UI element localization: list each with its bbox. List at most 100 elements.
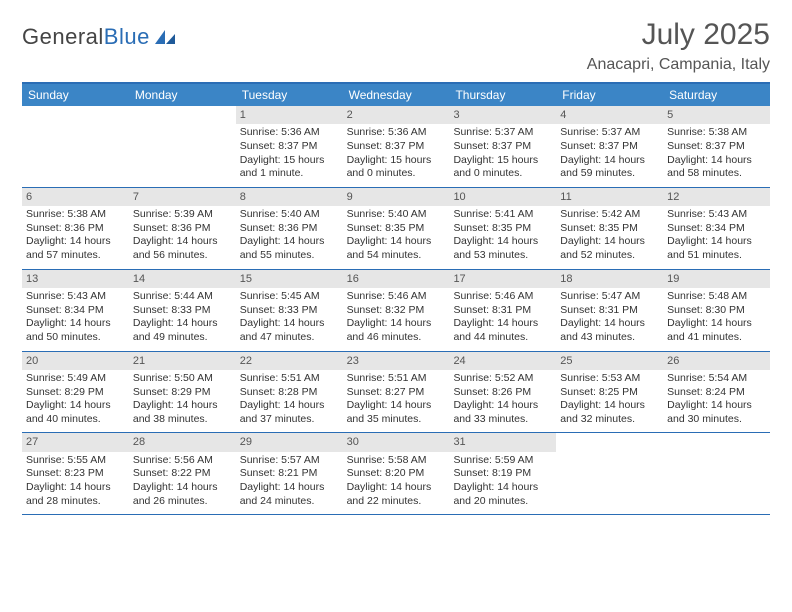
daylight-text: Daylight: 14 hours and 46 minutes. <box>347 317 446 344</box>
sunset-text: Sunset: 8:24 PM <box>667 386 766 400</box>
sunset-text: Sunset: 8:37 PM <box>240 140 339 154</box>
sunrise-text: Sunrise: 5:45 AM <box>240 290 339 304</box>
sunset-text: Sunset: 8:31 PM <box>560 304 659 318</box>
sunrise-text: Sunrise: 5:36 AM <box>347 126 446 140</box>
week-row: 1Sunrise: 5:36 AMSunset: 8:37 PMDaylight… <box>22 106 770 188</box>
sunrise-text: Sunrise: 5:50 AM <box>133 372 232 386</box>
sunrise-text: Sunrise: 5:52 AM <box>453 372 552 386</box>
day-number: 23 <box>343 352 450 370</box>
day-number: 15 <box>236 270 343 288</box>
sunrise-text: Sunrise: 5:51 AM <box>347 372 446 386</box>
weekday-header-row: SundayMondayTuesdayWednesdayThursdayFrid… <box>22 84 770 106</box>
sunrise-text: Sunrise: 5:36 AM <box>240 126 339 140</box>
day-cell: 5Sunrise: 5:38 AMSunset: 8:37 PMDaylight… <box>663 106 770 187</box>
sunset-text: Sunset: 8:33 PM <box>133 304 232 318</box>
day-number: 27 <box>22 433 129 451</box>
day-cell: 20Sunrise: 5:49 AMSunset: 8:29 PMDayligh… <box>22 352 129 433</box>
calendar: SundayMondayTuesdayWednesdayThursdayFrid… <box>22 82 770 515</box>
daylight-text: Daylight: 15 hours and 0 minutes. <box>347 154 446 181</box>
sunrise-text: Sunrise: 5:56 AM <box>133 454 232 468</box>
sunset-text: Sunset: 8:35 PM <box>560 222 659 236</box>
weekday-monday: Monday <box>129 84 236 106</box>
daylight-text: Daylight: 14 hours and 28 minutes. <box>26 481 125 508</box>
day-cell: 17Sunrise: 5:46 AMSunset: 8:31 PMDayligh… <box>449 270 556 351</box>
sunrise-text: Sunrise: 5:57 AM <box>240 454 339 468</box>
sunrise-text: Sunrise: 5:59 AM <box>453 454 552 468</box>
sunrise-text: Sunrise: 5:42 AM <box>560 208 659 222</box>
day-cell: 31Sunrise: 5:59 AMSunset: 8:19 PMDayligh… <box>449 433 556 514</box>
day-number: 14 <box>129 270 236 288</box>
day-cell: 30Sunrise: 5:58 AMSunset: 8:20 PMDayligh… <box>343 433 450 514</box>
daylight-text: Daylight: 14 hours and 38 minutes. <box>133 399 232 426</box>
day-cell: 13Sunrise: 5:43 AMSunset: 8:34 PMDayligh… <box>22 270 129 351</box>
day-number: 20 <box>22 352 129 370</box>
sunrise-text: Sunrise: 5:38 AM <box>26 208 125 222</box>
sunset-text: Sunset: 8:19 PM <box>453 467 552 481</box>
sunset-text: Sunset: 8:20 PM <box>347 467 446 481</box>
day-cell-empty <box>556 433 663 514</box>
sunset-text: Sunset: 8:37 PM <box>667 140 766 154</box>
sunset-text: Sunset: 8:30 PM <box>667 304 766 318</box>
daylight-text: Daylight: 14 hours and 50 minutes. <box>26 317 125 344</box>
day-number: 17 <box>449 270 556 288</box>
sunset-text: Sunset: 8:36 PM <box>26 222 125 236</box>
daylight-text: Daylight: 14 hours and 22 minutes. <box>347 481 446 508</box>
header: GeneralBlue July 2025 Anacapri, Campania… <box>22 18 770 74</box>
day-number: 22 <box>236 352 343 370</box>
week-row: 6Sunrise: 5:38 AMSunset: 8:36 PMDaylight… <box>22 188 770 270</box>
day-cell: 27 Sunrise: 5:55 AMSunset: 8:23 PMDayligh… <box>22 433 129 514</box>
day-cell: 11Sunrise: 5:42 AMSunset: 8:35 PMDayligh… <box>556 188 663 269</box>
daylight-text: Daylight: 14 hours and 33 minutes. <box>453 399 552 426</box>
daylight-text: Daylight: 14 hours and 58 minutes. <box>667 154 766 181</box>
daylight-text: Daylight: 14 hours and 47 minutes. <box>240 317 339 344</box>
logo-text-gray: General <box>22 24 104 49</box>
sunset-text: Sunset: 8:25 PM <box>560 386 659 400</box>
daylight-text: Daylight: 14 hours and 37 minutes. <box>240 399 339 426</box>
sunrise-text: Sunrise: 5:46 AM <box>347 290 446 304</box>
sunrise-text: Sunrise: 5:43 AM <box>667 208 766 222</box>
day-cell: 12Sunrise: 5:43 AMSunset: 8:34 PMDayligh… <box>663 188 770 269</box>
sunrise-text: Sunrise: 5:51 AM <box>240 372 339 386</box>
day-number: 12 <box>663 188 770 206</box>
location: Anacapri, Campania, Italy <box>587 56 770 74</box>
daylight-text: Daylight: 14 hours and 59 minutes. <box>560 154 659 181</box>
daylight-text: Daylight: 14 hours and 24 minutes. <box>240 481 339 508</box>
day-number: 26 <box>663 352 770 370</box>
sunrise-text: Sunrise: 5:43 AM <box>26 290 125 304</box>
sunrise-text: Sunrise: 5:55 AM <box>26 454 125 468</box>
weekday-tuesday: Tuesday <box>236 84 343 106</box>
day-cell: 15 Sunrise: 5:45 AMSunset: 8:33 PMDayligh… <box>236 270 343 351</box>
day-cell-empty <box>22 106 129 187</box>
sunrise-text: Sunrise: 5:49 AM <box>26 372 125 386</box>
sunset-text: Sunset: 8:21 PM <box>240 467 339 481</box>
sunset-text: Sunset: 8:27 PM <box>347 386 446 400</box>
sunset-text: Sunset: 8:37 PM <box>453 140 552 154</box>
sunset-text: Sunset: 8:31 PM <box>453 304 552 318</box>
day-cell: 9Sunrise: 5:40 AMSunset: 8:35 PMDaylight… <box>343 188 450 269</box>
day-cell: 14Sunrise: 5:44 AMSunset: 8:33 PMDayligh… <box>129 270 236 351</box>
day-cell: 2Sunrise: 5:36 AMSunset: 8:37 PMDaylight… <box>343 106 450 187</box>
daylight-text: Daylight: 15 hours and 0 minutes. <box>453 154 552 181</box>
sunset-text: Sunset: 8:36 PM <box>240 222 339 236</box>
day-cell: 1Sunrise: 5:36 AMSunset: 8:37 PMDaylight… <box>236 106 343 187</box>
sunset-text: Sunset: 8:37 PM <box>347 140 446 154</box>
sunset-text: Sunset: 8:22 PM <box>133 467 232 481</box>
sunrise-text: Sunrise: 5:39 AM <box>133 208 232 222</box>
weekday-thursday: Thursday <box>449 84 556 106</box>
sunrise-text: Sunrise: 5:40 AM <box>240 208 339 222</box>
daylight-text: Daylight: 14 hours and 43 minutes. <box>560 317 659 344</box>
day-number: 8 <box>236 188 343 206</box>
sunrise-text: Sunrise: 5:37 AM <box>453 126 552 140</box>
sunrise-text: Sunrise: 5:46 AM <box>453 290 552 304</box>
sunset-text: Sunset: 8:23 PM <box>26 467 125 481</box>
sunrise-text: Sunrise: 5:54 AM <box>667 372 766 386</box>
day-number: 21 <box>129 352 236 370</box>
day-cell: 7Sunrise: 5:39 AMSunset: 8:36 PMDaylight… <box>129 188 236 269</box>
sunset-text: Sunset: 8:28 PM <box>240 386 339 400</box>
day-number: 10 <box>449 188 556 206</box>
daylight-text: Daylight: 14 hours and 49 minutes. <box>133 317 232 344</box>
daylight-text: Daylight: 14 hours and 26 minutes. <box>133 481 232 508</box>
sunset-text: Sunset: 8:33 PM <box>240 304 339 318</box>
day-number: 29 <box>236 433 343 451</box>
day-number: 16 <box>343 270 450 288</box>
